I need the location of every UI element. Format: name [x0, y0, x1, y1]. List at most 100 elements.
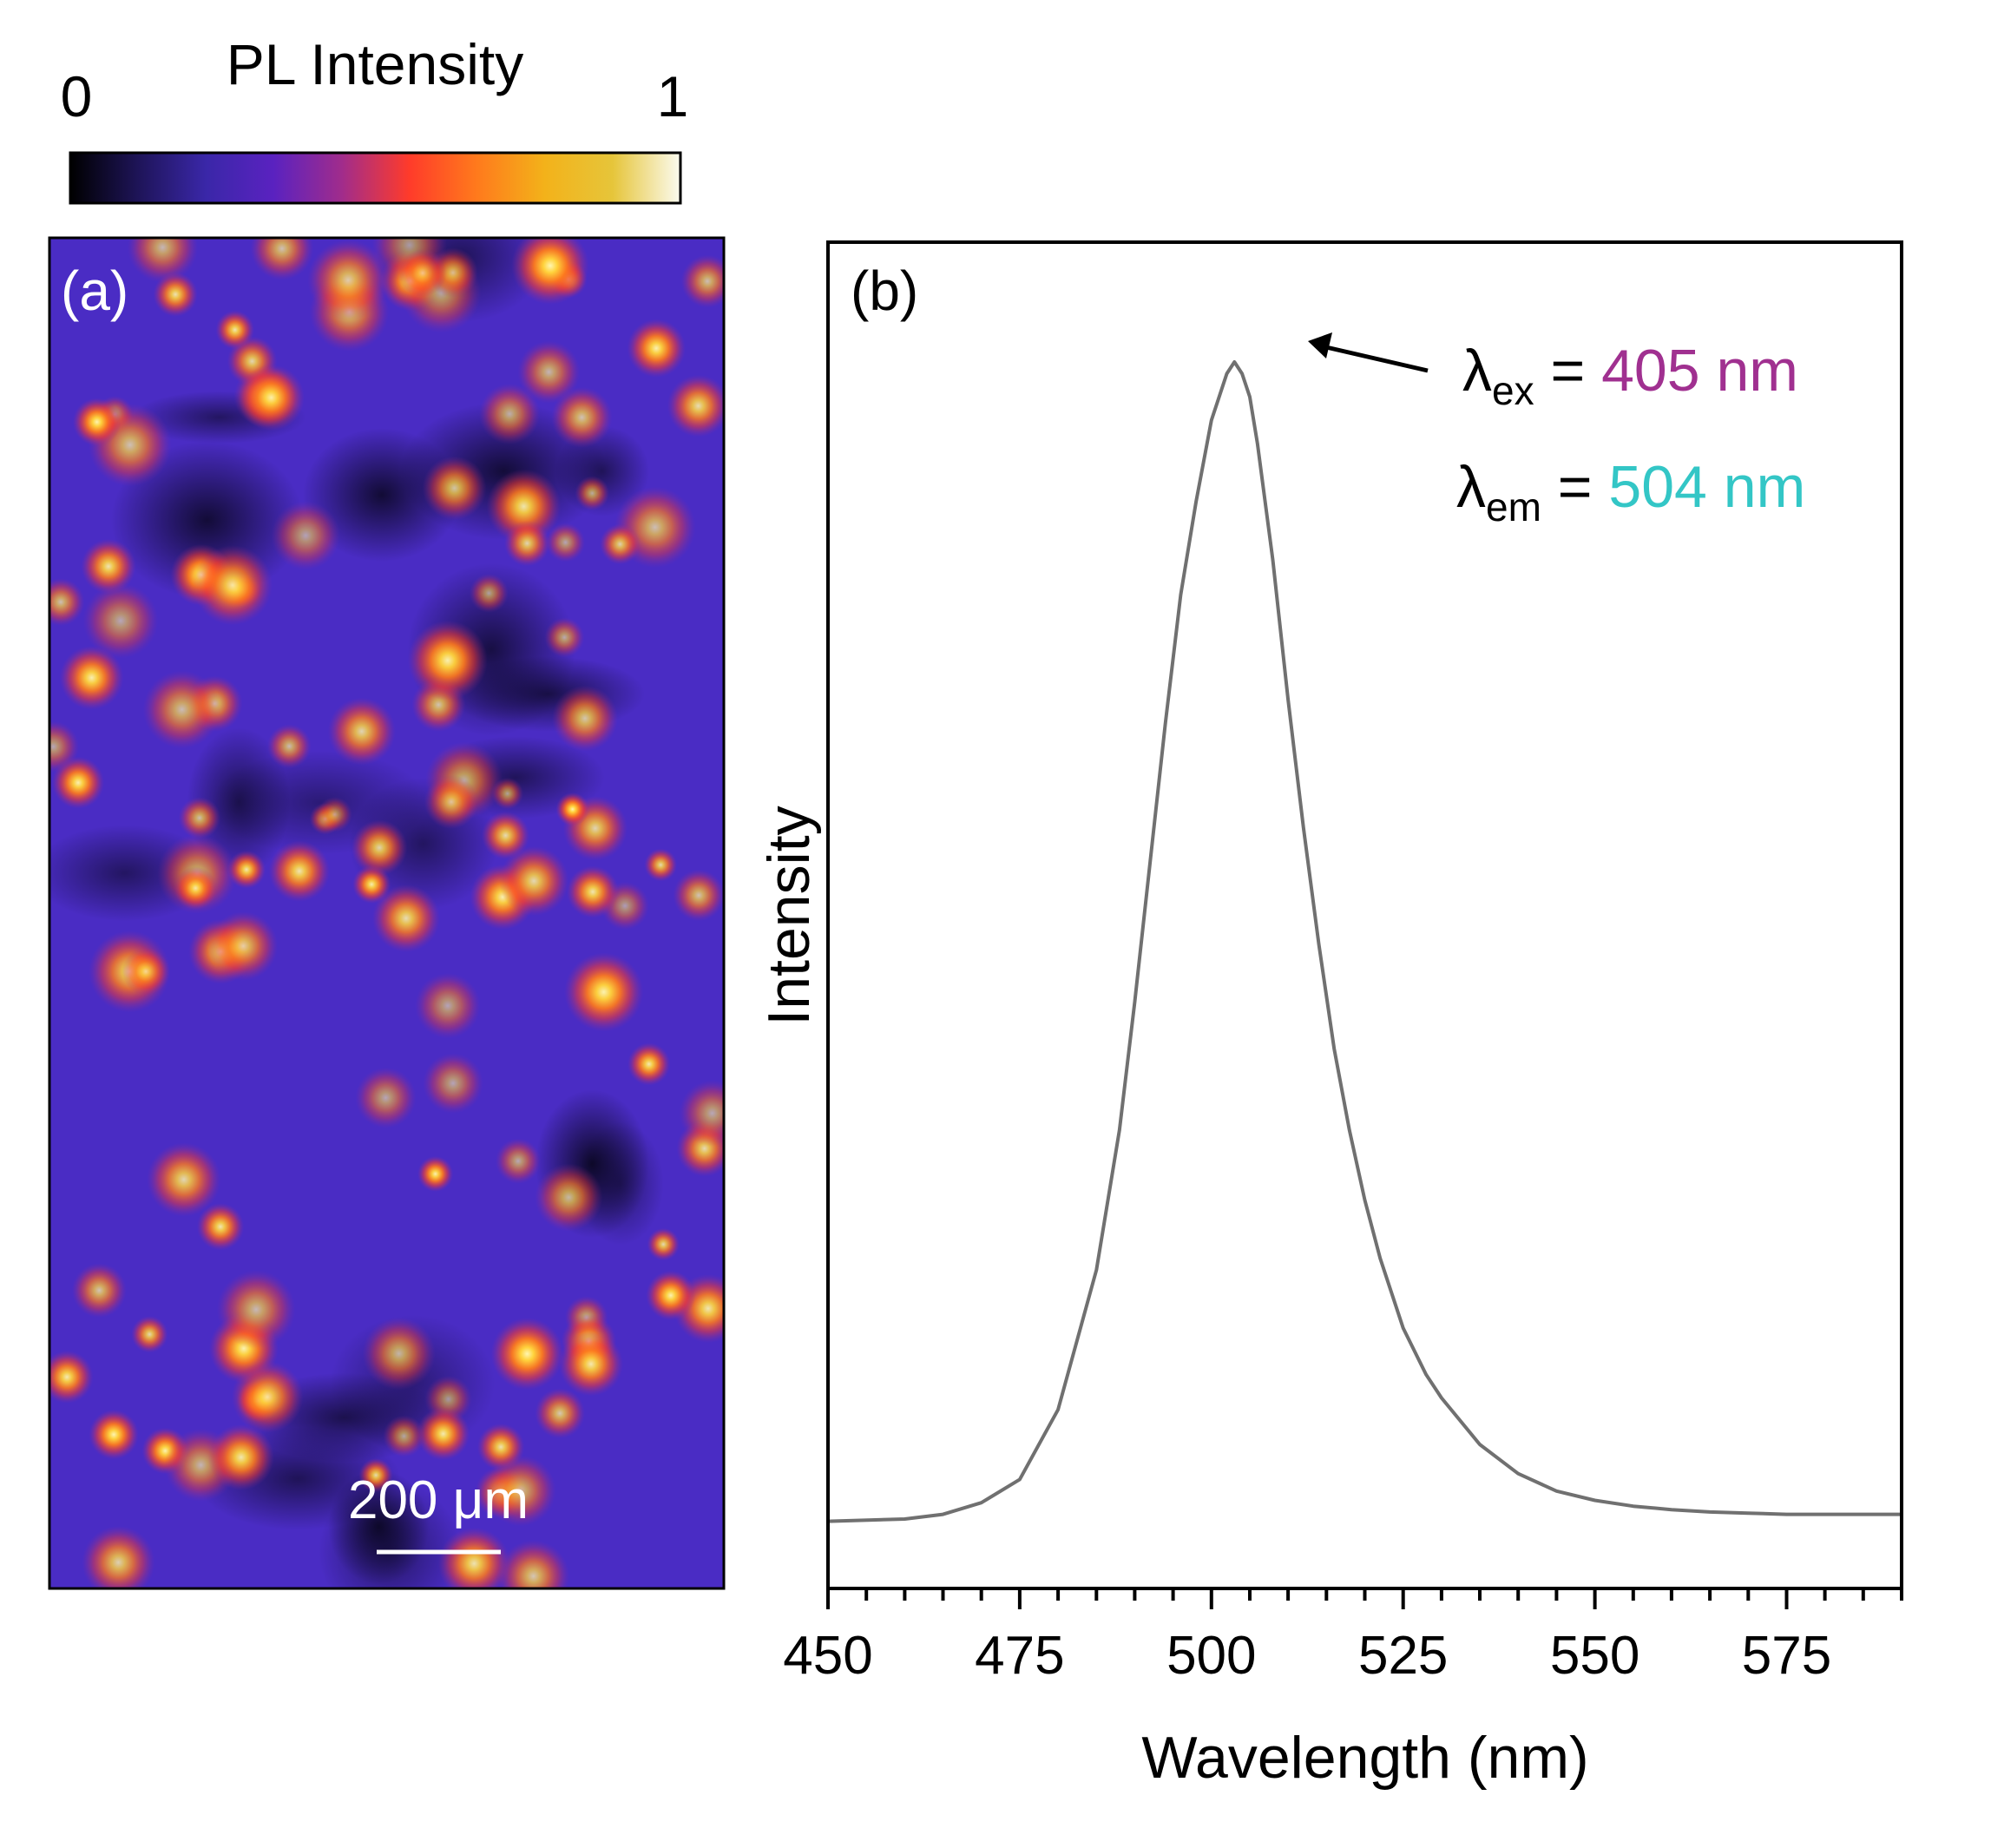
map-bright-spot	[566, 865, 620, 918]
map-bright-spot	[371, 884, 440, 952]
map-bright-spot	[147, 1142, 221, 1217]
map-bright-spot	[89, 1410, 139, 1460]
x-tick-label: 475	[975, 1626, 1064, 1686]
plot-frame	[826, 240, 1903, 1590]
map-bright-spot	[667, 374, 724, 437]
map-bright-spot	[495, 1138, 542, 1184]
map-bright-spot	[174, 866, 218, 911]
map-bright-spots	[49, 238, 724, 1588]
emission-value: 504 nm	[1608, 454, 1805, 520]
emission-lambda: λ	[1456, 454, 1486, 520]
map-bright-spot	[268, 840, 331, 902]
map-bright-spot	[207, 1424, 274, 1490]
map-bright-spot	[142, 670, 221, 749]
map-bright-spot	[627, 319, 686, 378]
map-frame	[48, 236, 726, 1590]
map-bright-spot	[362, 1317, 436, 1391]
panel-label-a: (a)	[61, 260, 128, 322]
map-bright-spot	[424, 774, 479, 829]
map-bright-spot	[551, 386, 613, 448]
map-bright-spot	[307, 240, 390, 321]
map-bright-spot	[192, 545, 273, 626]
map-bright-spot	[178, 797, 221, 839]
map-bright-spot	[271, 501, 340, 570]
map-bright-spot	[327, 697, 396, 766]
map-bright-spot	[503, 520, 550, 567]
map-bright-spot	[266, 724, 312, 769]
map-bright-spot	[545, 523, 586, 562]
map-bright-spot	[81, 538, 136, 595]
map-dark-region	[328, 1469, 430, 1585]
colorbar-gradient	[69, 151, 682, 205]
y-axis-label: Intensity	[756, 806, 822, 1025]
map-bright-spot	[422, 456, 487, 521]
x-tick-label: 450	[783, 1626, 872, 1686]
map-bright-spot	[122, 947, 170, 996]
map-bright-spot	[417, 1155, 454, 1192]
map-bright-spot	[131, 1316, 168, 1353]
map-bright-spot	[71, 1263, 127, 1318]
map-bright-spot	[555, 792, 589, 826]
map-bright-spot	[59, 646, 124, 710]
map-bright-spot	[49, 720, 79, 773]
map-bright-spot	[469, 573, 509, 613]
pl-intensity-map: (a) 200 μm	[48, 236, 726, 1590]
colorbar-title: PL Intensity	[227, 32, 523, 96]
emission-text: λem = 504 nm	[1456, 454, 1805, 529]
map-bright-spot	[517, 340, 581, 404]
map-bright-spot	[72, 398, 122, 446]
map-bright-spot	[231, 1361, 304, 1433]
map-bright-spot	[486, 469, 562, 544]
x-tick-label: 550	[1550, 1626, 1639, 1686]
map-bright-spot	[52, 756, 105, 809]
map-bright-spot	[680, 254, 724, 308]
x-tick-label: 575	[1742, 1626, 1831, 1686]
map-bright-spot	[398, 248, 447, 298]
map-bright-spot	[383, 1415, 425, 1457]
map-bright-spot	[417, 1407, 470, 1461]
colorbar: PL Intensity 0 1	[61, 32, 689, 205]
colorbar-max-label: 1	[657, 64, 689, 128]
map-bright-spot	[646, 1270, 696, 1320]
map-bright-spot	[351, 819, 408, 876]
colorbar-min-label: 0	[61, 64, 93, 128]
excitation-lambda: λ	[1462, 338, 1492, 404]
map-bright-spot	[227, 850, 266, 889]
emission-annotation: λem = 504 nm	[1456, 454, 1805, 529]
map-bright-spot	[355, 1067, 417, 1128]
map-bright-spot	[535, 1163, 603, 1232]
emission-subscript: em	[1486, 484, 1541, 529]
map-bright-spot	[423, 1053, 483, 1114]
map-bright-spot	[82, 582, 159, 659]
map-bright-spot	[564, 952, 644, 1032]
map-bright-spot	[415, 972, 481, 1039]
map-bright-spot	[250, 238, 314, 280]
map-bright-spot	[479, 383, 541, 444]
map-bright-spot	[497, 1540, 570, 1588]
map-bright-spot	[679, 1080, 724, 1147]
map-bright-spot	[498, 845, 569, 917]
map-bright-spot	[575, 476, 610, 511]
map-bright-spot	[196, 1203, 245, 1251]
map-bright-spot	[317, 797, 352, 832]
map-bright-spot	[216, 1270, 296, 1349]
map-bright-spot	[49, 578, 85, 626]
spectrum-line	[828, 360, 1902, 1523]
excitation-text: λex = 405 nm	[1462, 338, 1798, 413]
map-bright-spot	[49, 1351, 94, 1404]
map-bright-spot	[552, 685, 618, 752]
map-bright-spot	[153, 272, 198, 317]
x-tick-label: 500	[1166, 1626, 1256, 1686]
map-bright-spot	[208, 911, 279, 981]
map-bright-spot	[437, 1527, 510, 1588]
map-bright-spot	[558, 1332, 623, 1397]
x-axis-label: Wavelength (nm)	[1141, 1725, 1588, 1791]
map-bright-spot	[544, 617, 585, 658]
map-dark-region	[302, 427, 462, 562]
excitation-value: 405 nm	[1601, 338, 1798, 404]
x-tick-label: 525	[1358, 1626, 1448, 1686]
map-bright-spot	[82, 1525, 155, 1588]
map-bright-spot	[511, 238, 589, 305]
emission-spectrum-plot: 450 475 500 525 550 575 Wavelength (nm) Inten…	[756, 240, 1903, 1791]
